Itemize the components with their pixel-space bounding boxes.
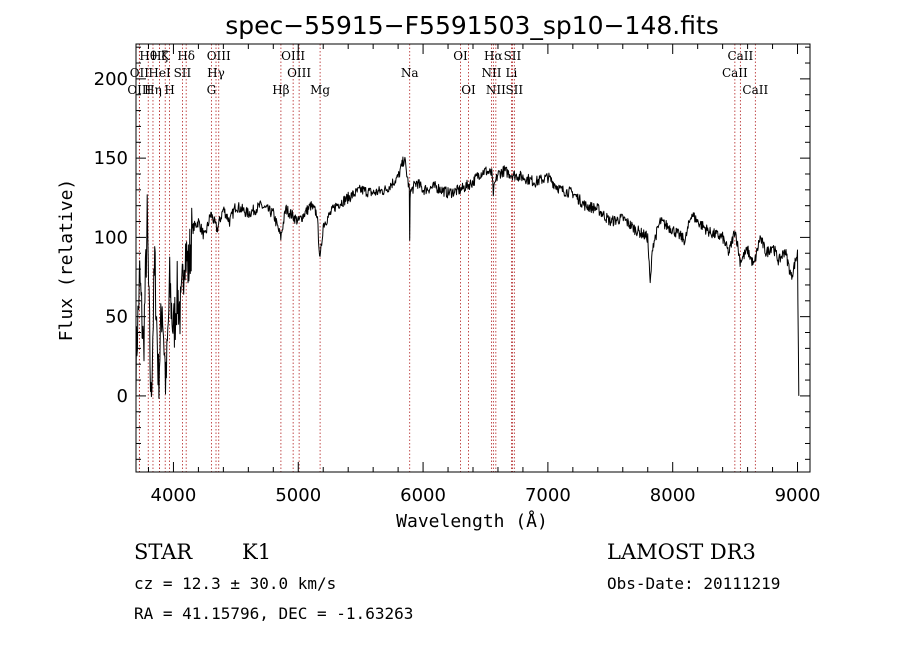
y-tick-label: 150 (94, 148, 128, 169)
spectral-line-label: Li (506, 66, 518, 80)
obs-date: Obs-Date: 20111219 (607, 574, 780, 593)
spectral-line-label: SII (504, 49, 522, 63)
y-tick-label: 0 (117, 386, 128, 407)
y-tick-label: 100 (94, 227, 128, 248)
survey-name: LAMOST DR3 (607, 540, 756, 564)
y-axis-label: Flux (relative) (56, 179, 77, 342)
x-tick-label: 6000 (400, 485, 446, 506)
spectral-line-label: Hθ (139, 49, 157, 63)
spectral-line-label: Hγ (207, 66, 225, 80)
y-tick-label: 50 (105, 307, 128, 328)
spectral-line-label: OI (461, 83, 476, 97)
spectral-line-label: HeI (148, 66, 171, 80)
spectral-line-label: CaII (722, 66, 748, 80)
spectral-line-label: OIII (127, 83, 151, 97)
y-tick-label: 200 (94, 69, 128, 90)
spectral-line-label: OIII (287, 66, 311, 80)
plot-frame (135, 43, 811, 473)
chart-title: spec−55915−F5591503_sp10−148.fits (225, 11, 719, 40)
spectral-line-label: Hα (484, 49, 503, 63)
redshift-readout: cz = 12.3 ± 30.0 km/s (134, 574, 336, 593)
spectral-line-label: Hη (144, 83, 162, 97)
spectral-line-label: OI (453, 49, 468, 63)
spectral-line-label: SII (505, 83, 523, 97)
spectral-line-label: Hζ (151, 49, 168, 63)
spectral-line-label: OIII (281, 49, 305, 63)
spectral-line-label: CaII (742, 83, 768, 97)
spectral-line-label: Hβ (272, 83, 289, 97)
spectral-line-label: Mg (310, 83, 330, 97)
x-tick-label: 9000 (775, 485, 821, 506)
spectral-line-label: H (164, 83, 174, 97)
object-class: STAR (134, 540, 193, 564)
x-tick-label: 5000 (275, 485, 321, 506)
flux-line (135, 156, 800, 399)
spectral-line-label: SII (174, 66, 192, 80)
spectral-line-label: OII (130, 66, 150, 80)
spectral-line-label: K (161, 49, 171, 63)
axis-ticks: 4000 5000 6000 7000 8000 9000 0 50 100 150 200 (94, 44, 821, 506)
flux-series-group (135, 156, 800, 399)
coordinates: RA = 41.15796, DEC = -1.63263 (134, 604, 413, 623)
spectral-line-label: NII (486, 83, 506, 97)
spectral-line-label: G (207, 83, 217, 97)
spectral-line-markers (138, 44, 756, 472)
x-axis-label: Wavelength (Å) (396, 510, 548, 532)
spectral-line-label: NII (481, 66, 501, 80)
spectral-line-label: Na (401, 66, 419, 80)
x-tick-label: 8000 (650, 485, 696, 506)
spectral-line-label: Hδ (177, 49, 195, 63)
spectral-line-label: OIII (207, 49, 231, 63)
x-tick-label: 7000 (525, 485, 571, 506)
object-subclass: K1 (242, 540, 271, 564)
x-tick-label: 4000 (151, 485, 197, 506)
spectral-line-label: CaII (727, 49, 753, 63)
